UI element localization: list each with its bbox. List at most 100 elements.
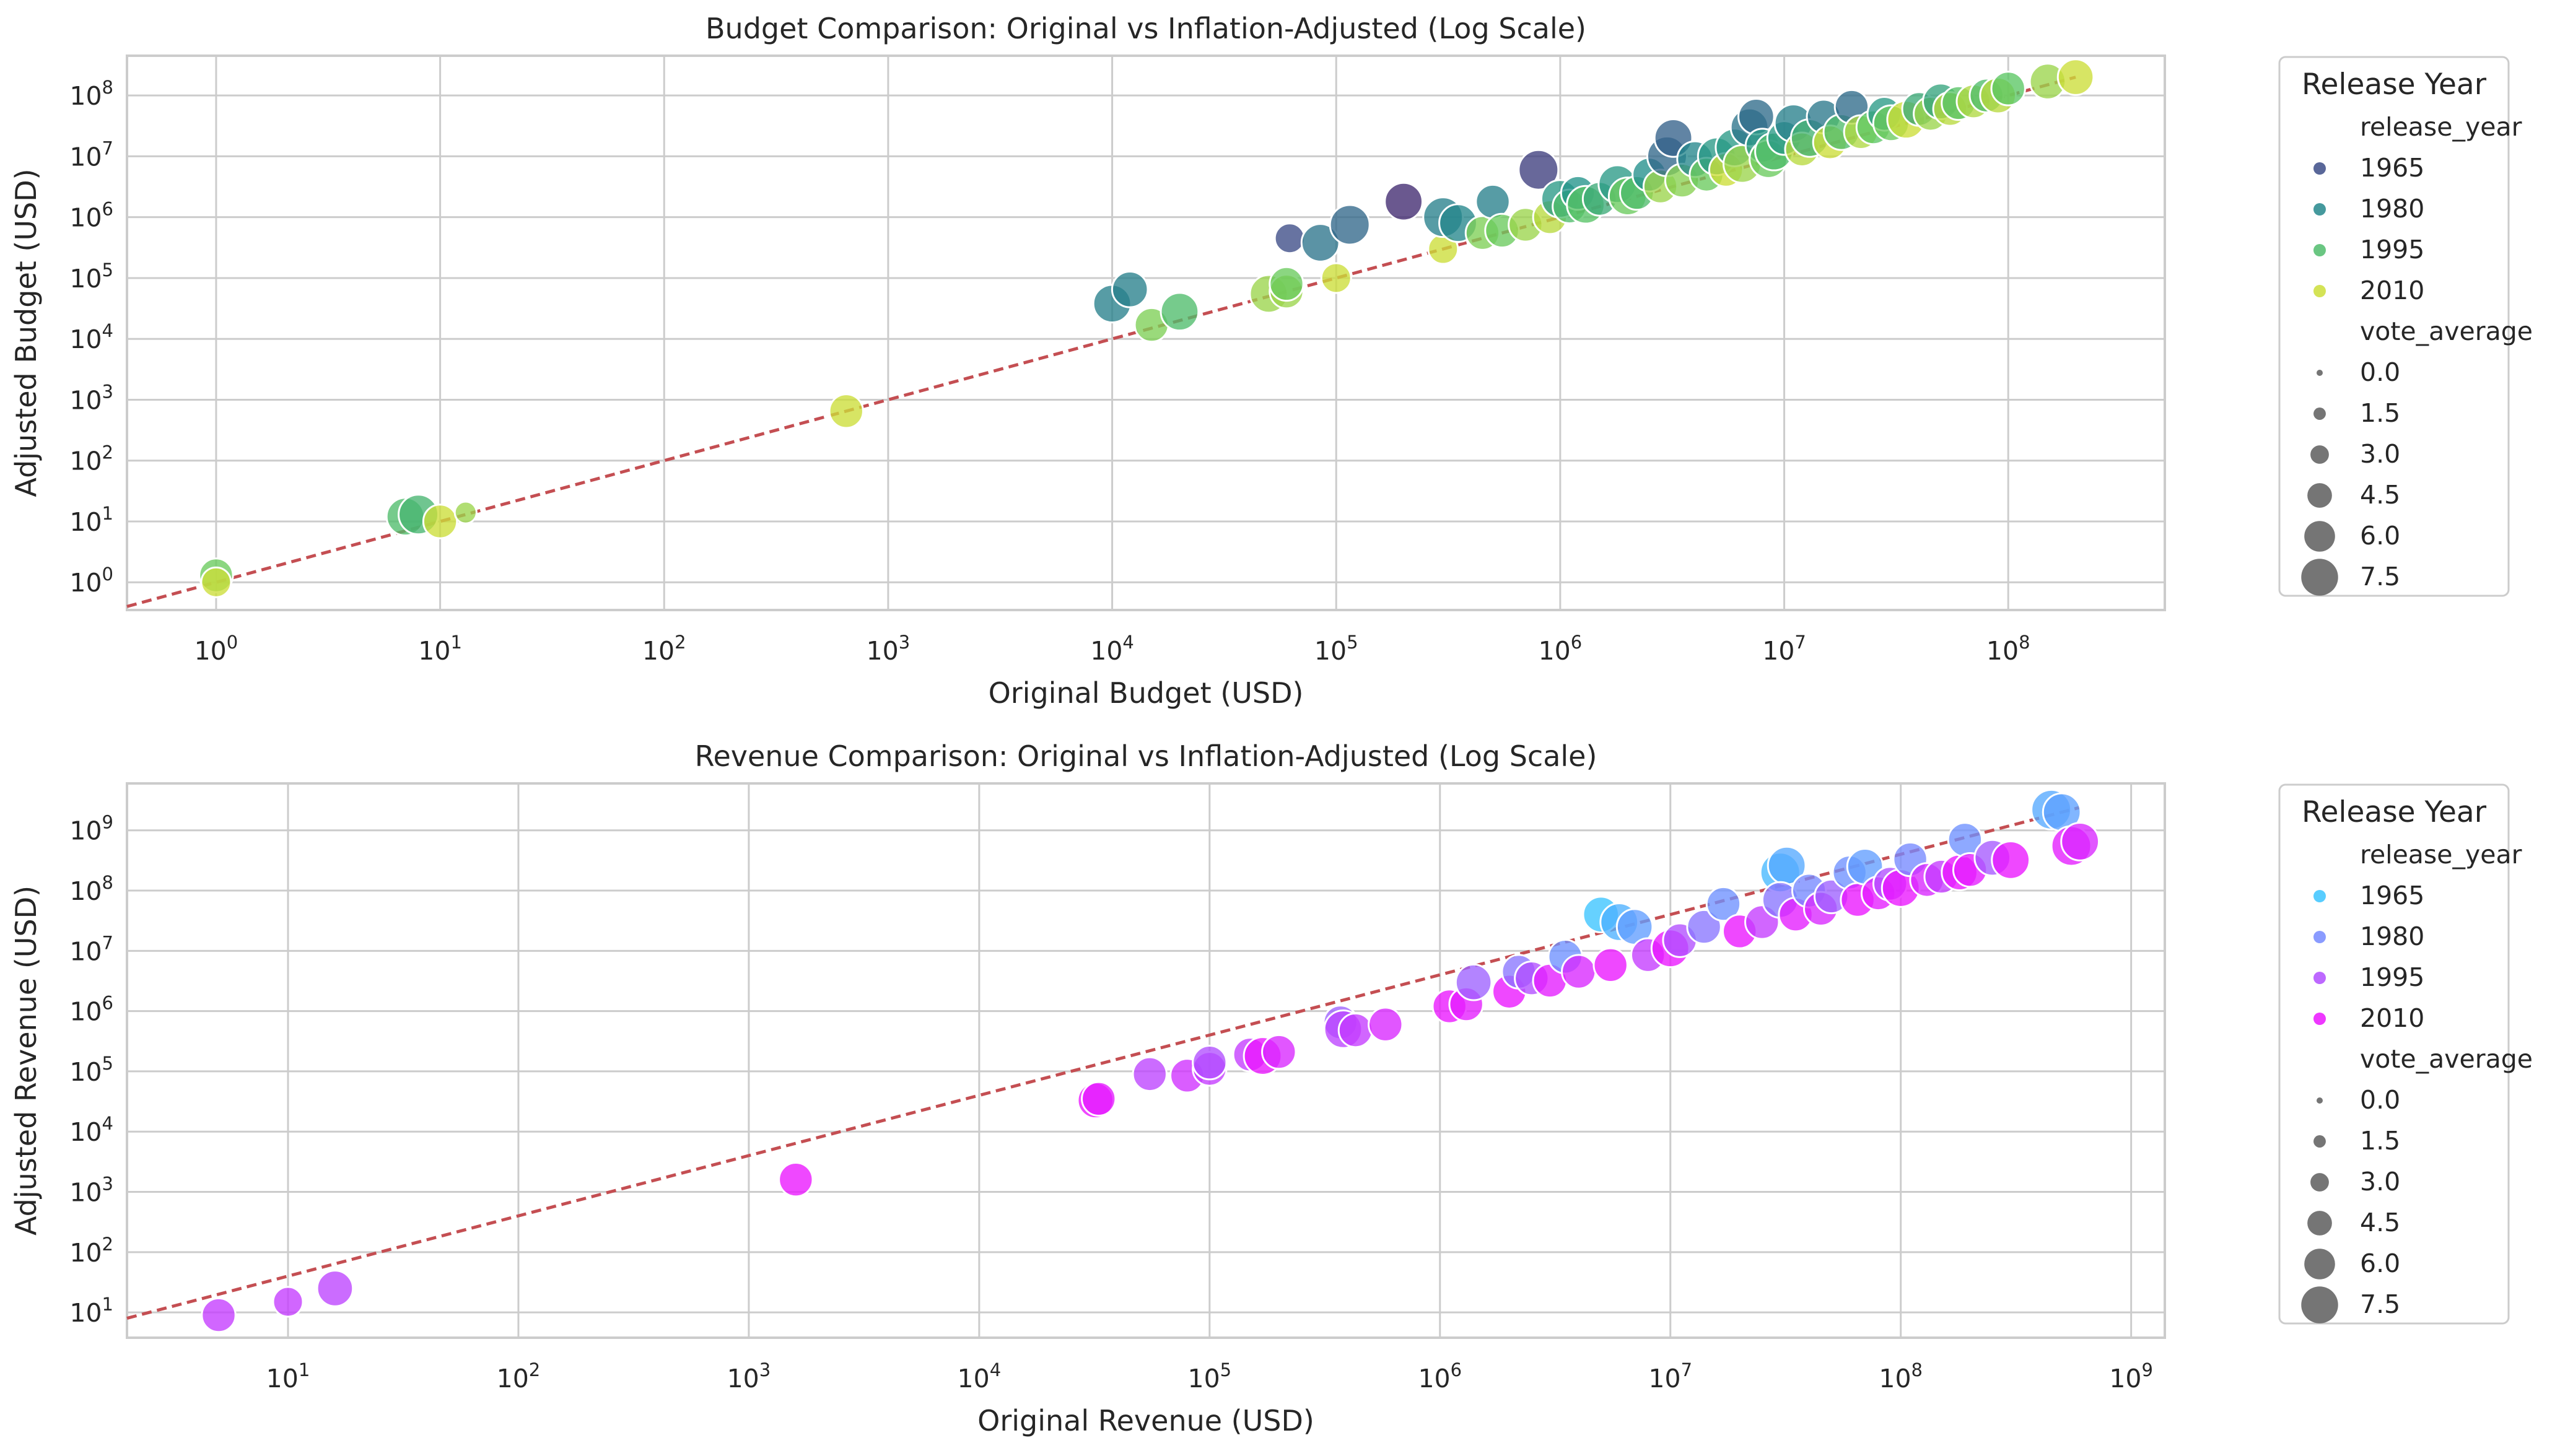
data-point bbox=[1269, 266, 1304, 302]
plot-frame bbox=[126, 782, 2166, 1339]
legend-title: Release Year bbox=[2302, 68, 2487, 102]
data-point bbox=[1192, 1044, 1228, 1081]
data-point bbox=[200, 566, 232, 598]
data-point bbox=[1160, 292, 1200, 332]
y-tick-label: 105 bbox=[69, 259, 113, 294]
legend-entry: 1980 bbox=[2360, 194, 2424, 224]
legend-marker bbox=[2313, 1013, 2326, 1025]
x-tick-label: 102 bbox=[642, 632, 686, 666]
data-point bbox=[1561, 954, 1597, 990]
legend-entry: 1980 bbox=[2360, 922, 2424, 951]
legend-hue-label: release_year bbox=[2360, 840, 2522, 870]
legend-size-entry: 4.5 bbox=[2360, 1208, 2400, 1237]
legend-size-marker bbox=[2313, 408, 2326, 420]
x-tick-label: 103 bbox=[867, 632, 911, 666]
data-point bbox=[1454, 963, 1493, 1001]
reference-line bbox=[126, 806, 2081, 1320]
legend-entry: 1995 bbox=[2360, 235, 2424, 264]
legend-size-marker bbox=[2310, 1173, 2329, 1192]
reference-line bbox=[126, 76, 2076, 608]
y-tick-label: 106 bbox=[69, 199, 113, 233]
legend-entry: 1965 bbox=[2360, 881, 2424, 910]
legend-size-marker bbox=[2304, 521, 2335, 552]
points bbox=[201, 788, 2100, 1333]
legend-size-entry: 0.0 bbox=[2360, 357, 2400, 387]
y-tick-label: 102 bbox=[69, 1234, 113, 1268]
data-point bbox=[778, 1161, 814, 1198]
legend-marker bbox=[2313, 244, 2326, 256]
y-tick-label: 102 bbox=[69, 442, 113, 476]
x-axis-label: Original Budget (USD) bbox=[989, 676, 1304, 710]
y-tick-label: 104 bbox=[69, 320, 113, 354]
legend-size-entry: 7.5 bbox=[2360, 1289, 2400, 1319]
legend: Release Year release_year 1965 1980 1995 2010… bbox=[2278, 783, 2533, 1325]
legend-size-marker bbox=[2317, 370, 2323, 376]
data-point bbox=[453, 500, 478, 525]
data-point bbox=[1111, 271, 1149, 308]
data-point bbox=[828, 393, 864, 429]
legend-entry: 2010 bbox=[2360, 1003, 2424, 1033]
data-point bbox=[1273, 222, 1306, 255]
x-tick-label: 108 bbox=[1986, 632, 2030, 666]
legend-marker bbox=[2313, 285, 2326, 297]
x-tick-label: 100 bbox=[194, 632, 238, 666]
y-tick-label: 107 bbox=[69, 137, 113, 172]
plot-frame bbox=[126, 54, 2166, 611]
y-tick-label: 109 bbox=[69, 812, 113, 846]
data-point bbox=[1592, 947, 1628, 983]
x-axis-label: Original Revenue (USD) bbox=[977, 1404, 1314, 1437]
legend: Release Year release_year 1965 1980 1995 2010… bbox=[2278, 56, 2533, 597]
legend-size-marker bbox=[2310, 445, 2329, 464]
points bbox=[198, 58, 2095, 598]
legend-entry: 2010 bbox=[2360, 276, 2424, 305]
legend-size-marker bbox=[2313, 1135, 2326, 1148]
legend-size-entry: 0.0 bbox=[2360, 1085, 2400, 1115]
legend-size-entry: 7.5 bbox=[2360, 562, 2400, 591]
x-tick-label: 106 bbox=[1418, 1359, 1462, 1393]
legend-size-label: vote_average bbox=[2360, 316, 2533, 346]
x-tick-label: 104 bbox=[1090, 632, 1134, 666]
y-tick-label: 105 bbox=[69, 1053, 113, 1087]
y-tick-label: 108 bbox=[69, 872, 113, 906]
legend-hue-label: release_year bbox=[2360, 112, 2522, 142]
legend-size-marker bbox=[2307, 1211, 2332, 1236]
legend-frame bbox=[2278, 56, 2510, 597]
chart-title: Revenue Comparison: Original vs Inflatio… bbox=[695, 739, 1597, 773]
panel-1: 100 101 102 103 104 105 106 107 108 100 101 102 103 1… bbox=[9, 12, 2533, 710]
x-tick-label: 107 bbox=[1762, 632, 1806, 666]
legend-entry: 1965 bbox=[2360, 153, 2424, 183]
data-point bbox=[1990, 71, 2026, 107]
data-point bbox=[1991, 840, 2031, 880]
legend-marker bbox=[2313, 931, 2326, 943]
data-point bbox=[201, 1297, 237, 1333]
x-tick-label: 102 bbox=[497, 1359, 541, 1393]
y-axis-label: Adjusted Budget (USD) bbox=[9, 168, 43, 497]
x-tick-label: 107 bbox=[1648, 1359, 1692, 1393]
y-tick-label: 100 bbox=[69, 564, 113, 598]
legend-marker bbox=[2313, 203, 2326, 216]
y-tick-label: 103 bbox=[69, 381, 113, 415]
legend-size-entry: 3.0 bbox=[2360, 439, 2400, 469]
data-point bbox=[1329, 204, 1371, 246]
y-tick-label: 106 bbox=[69, 993, 113, 1027]
data-point bbox=[1320, 262, 1352, 294]
legend-size-entry: 1.5 bbox=[2360, 1126, 2400, 1156]
y-tick-label: 107 bbox=[69, 932, 113, 966]
data-point bbox=[1368, 1006, 1404, 1042]
x-tick-label: 105 bbox=[1314, 632, 1358, 666]
y-tick-label: 101 bbox=[69, 503, 113, 537]
x-tick-label: 106 bbox=[1539, 632, 1583, 666]
y-tick-label: 108 bbox=[69, 77, 113, 111]
legend-title: Release Year bbox=[2302, 795, 2487, 829]
x-tick-label: 103 bbox=[727, 1359, 771, 1393]
data-point bbox=[1081, 1081, 1117, 1117]
legend-size-marker bbox=[2301, 559, 2338, 596]
legend-size-label: vote_average bbox=[2360, 1044, 2533, 1074]
y-tick-label: 101 bbox=[69, 1294, 113, 1328]
data-point bbox=[1261, 1034, 1297, 1070]
x-tick-label: 104 bbox=[958, 1359, 1002, 1393]
legend-size-marker bbox=[2317, 1097, 2323, 1104]
data-point bbox=[272, 1286, 304, 1318]
legend-marker bbox=[2313, 972, 2326, 984]
data-point bbox=[1300, 223, 1340, 263]
